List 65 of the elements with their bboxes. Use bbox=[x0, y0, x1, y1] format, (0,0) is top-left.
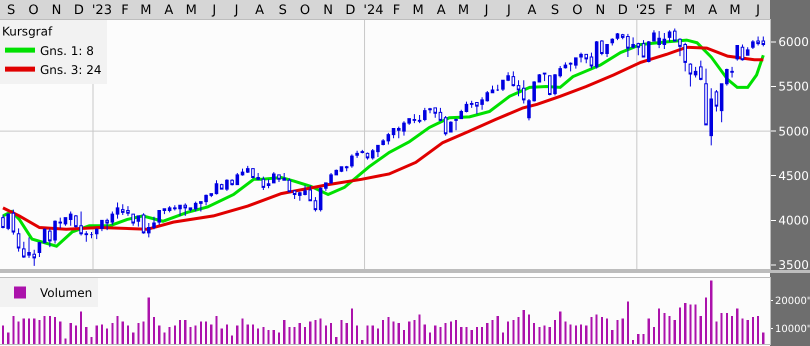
x-tick-label: A bbox=[436, 2, 446, 18]
candlestick bbox=[38, 241, 42, 258]
x-tick-label: O bbox=[300, 2, 310, 18]
x-tick-label: M bbox=[684, 2, 696, 18]
x-tick-label: D bbox=[74, 2, 84, 18]
x-tick-label: J bbox=[234, 2, 238, 18]
x-tick-label: D bbox=[618, 2, 628, 18]
x-tick-label: S bbox=[550, 2, 560, 18]
x-tick-label: '24 bbox=[363, 2, 384, 18]
x-tick-label: A bbox=[255, 2, 264, 18]
candlestick bbox=[355, 150, 359, 158]
candlestick bbox=[652, 30, 656, 42]
legend-label: Gns. 1: 8 bbox=[40, 44, 94, 58]
candlestick bbox=[605, 44, 609, 58]
candlestick bbox=[350, 154, 354, 168]
candlestick bbox=[360, 149, 364, 154]
x-tick-label: A bbox=[708, 2, 718, 18]
candlestick bbox=[100, 220, 104, 232]
y-tick-label: 6000 bbox=[778, 35, 809, 50]
candlestick bbox=[418, 114, 422, 124]
x-tick-label: M bbox=[729, 2, 741, 18]
y-tick-label: 3500 bbox=[778, 258, 809, 272]
x-tick-label: J bbox=[755, 2, 760, 18]
candlestick bbox=[454, 118, 458, 131]
x-tick-label: J bbox=[506, 2, 511, 18]
x-tick-label: F bbox=[665, 2, 673, 18]
x-tick-label: A bbox=[164, 2, 174, 18]
y-tick-label: 4000 bbox=[778, 214, 809, 228]
x-tick-label: M bbox=[458, 2, 470, 18]
x-tick-label: S bbox=[278, 2, 287, 18]
x-tick-label: O bbox=[28, 2, 39, 18]
x-tick-label: N bbox=[323, 2, 333, 18]
x-tick-label: D bbox=[345, 2, 356, 18]
candlestick bbox=[16, 228, 20, 252]
legend-label: Volumen bbox=[40, 286, 92, 300]
x-tick-label: J bbox=[484, 2, 488, 18]
x-tick-label: '25 bbox=[636, 2, 656, 18]
x-tick-label: S bbox=[7, 2, 16, 18]
candlestick bbox=[423, 107, 427, 122]
candlestick bbox=[496, 84, 500, 92]
x-tick-label: O bbox=[572, 2, 582, 18]
candlestick bbox=[94, 228, 98, 240]
x-tick-label: N bbox=[596, 2, 606, 18]
candlestick bbox=[751, 40, 755, 50]
legend-label: Gns. 3: 24 bbox=[40, 62, 102, 77]
y-tick-label: 4500 bbox=[778, 168, 809, 183]
candlestick bbox=[90, 231, 94, 239]
x-tick-label: J bbox=[211, 2, 216, 18]
y-tick-label: 5500 bbox=[778, 80, 809, 94]
x-tick-label: A bbox=[527, 2, 536, 18]
candlestick bbox=[501, 80, 505, 92]
candlestick bbox=[730, 66, 734, 78]
x-tick-label: F bbox=[392, 2, 400, 18]
x-tick-label: M bbox=[186, 2, 197, 18]
candlestick bbox=[542, 72, 546, 82]
x-tick-label: M bbox=[140, 2, 152, 18]
y-tick-label: 5000 bbox=[778, 124, 809, 138]
x-tick-label: M bbox=[412, 2, 424, 18]
x-tick-label: F bbox=[121, 2, 129, 18]
candlestick bbox=[688, 62, 692, 87]
x-tick-label: N bbox=[52, 2, 62, 18]
legend-title: Kursgraf bbox=[2, 24, 53, 39]
candlestick bbox=[266, 178, 270, 189]
x-tick-label: '23 bbox=[92, 2, 112, 18]
candlestick bbox=[527, 98, 531, 121]
